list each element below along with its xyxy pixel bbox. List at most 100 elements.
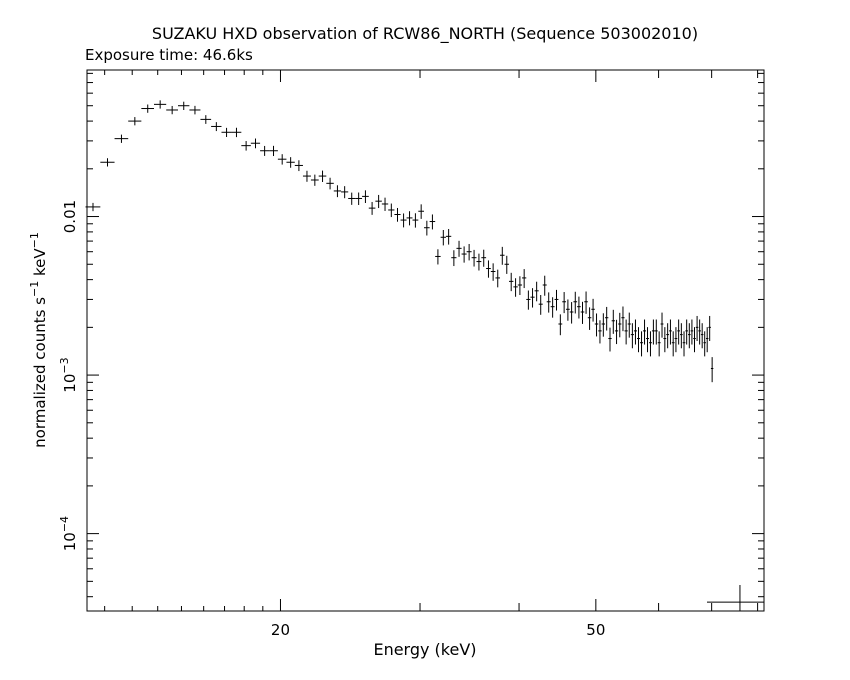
plot-frame: [86, 69, 765, 612]
data-point: [269, 145, 278, 157]
data-point: [690, 319, 694, 345]
x-axis-tick-labels: 20 50: [271, 621, 605, 639]
data-point: [577, 296, 581, 319]
y-tick-label-base: 10: [61, 374, 79, 393]
y-axis-tick-labels: 10−410−30.01: [58, 200, 79, 551]
data-point: [429, 214, 436, 230]
data-point: [591, 298, 595, 322]
data-point: [221, 127, 232, 137]
data-point: [526, 290, 531, 310]
y-tick-label-base: 10: [61, 532, 79, 551]
data-point: [674, 327, 678, 353]
data-point: [554, 289, 559, 311]
data-point: [614, 319, 619, 345]
data-point: [318, 170, 327, 183]
y-tick-label-exp: −3: [58, 357, 71, 373]
data-point: [286, 157, 295, 168]
data-point: [627, 312, 631, 338]
data-point: [418, 204, 425, 219]
data-point: [633, 319, 637, 345]
data-point: [584, 291, 588, 314]
data-point: [381, 197, 389, 211]
resolution-marker: [707, 585, 764, 611]
data-point: [362, 190, 369, 204]
data-point: [375, 194, 382, 209]
y-axis-label: normalized counts s−1 keV−1: [28, 232, 49, 448]
data-point: [177, 101, 190, 111]
data-point: [406, 211, 413, 226]
data-point: [636, 327, 641, 353]
data-point: [611, 309, 615, 334]
data-point: [538, 294, 543, 315]
data-point: [445, 228, 452, 245]
data-point: [277, 154, 287, 165]
data-point: [500, 246, 505, 265]
chart-title: SUZAKU HXD observation of RCW86_NORTH (S…: [152, 24, 698, 44]
data-point: [705, 327, 709, 353]
data-point: [394, 207, 401, 222]
data-point: [490, 263, 496, 281]
y-tick-label-base: 0.01: [61, 200, 79, 233]
data-point: [471, 249, 477, 267]
data-point: [476, 253, 482, 271]
y-tick-label: 10−3: [58, 357, 79, 392]
data-point: [200, 115, 212, 124]
y-tick-label: 10−4: [58, 516, 79, 551]
data-point: [348, 192, 356, 205]
y-tick-label: 0.01: [61, 200, 79, 233]
y-axis-label-sup2: −1: [28, 232, 41, 248]
data-series: [85, 100, 714, 383]
data-point: [412, 213, 419, 228]
y-axis-label-main: normalized counts s: [31, 297, 49, 448]
data-point: [388, 203, 395, 218]
y-axis-label-mid: keV: [31, 248, 49, 281]
data-point: [666, 323, 670, 349]
data-point: [687, 323, 691, 349]
data-point: [587, 307, 592, 330]
data-point: [440, 230, 446, 246]
data-point: [703, 331, 706, 357]
data-point: [513, 278, 518, 297]
data-point: [508, 272, 514, 292]
data-point: [100, 158, 115, 167]
data-point: [461, 246, 467, 263]
x-axis-label: Energy (keV): [373, 640, 476, 659]
data-point: [573, 291, 578, 314]
data-point: [651, 319, 655, 345]
data-point: [486, 260, 491, 278]
data-point: [601, 313, 606, 337]
data-point: [128, 117, 142, 126]
data-point: [562, 292, 567, 314]
data-point: [114, 134, 129, 143]
x-tick-label: 50: [586, 621, 605, 639]
data-point: [682, 331, 686, 357]
data-point: [640, 331, 644, 357]
data-point: [534, 281, 539, 302]
data-point: [495, 269, 501, 288]
data-point: [710, 357, 714, 383]
chart-subtitle: Exposure time: 46.6ks: [85, 46, 253, 64]
data-point: [598, 320, 602, 344]
data-point: [605, 306, 609, 331]
data-point: [424, 220, 430, 236]
data-point: [341, 186, 349, 199]
data-point: [550, 297, 555, 318]
data-point: [504, 255, 509, 274]
data-point: [517, 276, 523, 296]
data-point: [654, 319, 658, 345]
data-point: [708, 315, 711, 342]
data-point: [241, 141, 251, 151]
data-point: [618, 312, 622, 338]
data-point: [685, 319, 688, 345]
data-point: [326, 177, 334, 190]
y-axis-ticks: [87, 72, 764, 598]
data-point: [693, 327, 696, 353]
data-point: [594, 313, 599, 337]
data-point: [630, 323, 634, 349]
data-point: [671, 331, 675, 357]
data-point: [669, 319, 672, 345]
data-point: [608, 327, 612, 352]
data-point: [302, 170, 311, 182]
data-point: [546, 292, 551, 313]
